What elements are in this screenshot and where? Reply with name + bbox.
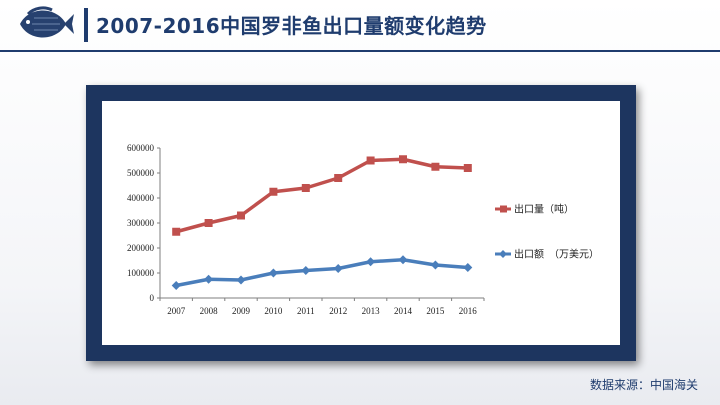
data-point xyxy=(301,184,310,192)
x-tick-label: 2014 xyxy=(394,306,413,316)
header-divider xyxy=(0,50,720,52)
tilapia-fish-logo xyxy=(20,6,74,38)
line-chart: 0 100000 200000 300000 400000 500000 600000 200… xyxy=(127,143,599,316)
y-tick-label: 100000 xyxy=(127,268,155,278)
data-point xyxy=(171,281,181,290)
data-point xyxy=(268,268,278,278)
data-point xyxy=(463,263,473,272)
x-tick-label: 2015 xyxy=(426,306,445,316)
data-point xyxy=(236,275,246,285)
y-tick-label: 400000 xyxy=(127,193,155,203)
x-tick-label: 2016 xyxy=(459,306,478,316)
y-tick-label: 200000 xyxy=(127,243,155,253)
series-line xyxy=(175,258,468,288)
data-point xyxy=(399,155,407,164)
y-tick-label: 600000 xyxy=(127,143,155,153)
data-point xyxy=(237,211,245,220)
y-tick-label: 500000 xyxy=(127,168,155,178)
data-point xyxy=(431,162,440,171)
page-title: 2007-2016中国罗非鱼出口量额变化趋势 xyxy=(96,14,487,38)
x-tick-label: 2009 xyxy=(232,306,251,316)
legend-marker xyxy=(499,250,507,258)
data-point xyxy=(366,156,375,165)
data-point xyxy=(172,227,181,236)
x-tick-label: 2011 xyxy=(297,306,315,316)
y-tick-label: 0 xyxy=(150,293,155,303)
series-line xyxy=(175,157,468,234)
title-accent-bar xyxy=(84,8,88,42)
data-point xyxy=(463,164,472,172)
data-point xyxy=(430,260,440,270)
data-source-note: 数据来源：中国海关 xyxy=(589,378,698,392)
legend-label: 出口额 （万美元） xyxy=(514,248,599,261)
legend-label: 出口量（吨） xyxy=(514,203,574,216)
x-tick-label: 2012 xyxy=(329,306,347,316)
x-tick-label: 2007 xyxy=(167,306,186,316)
legend-marker xyxy=(500,205,507,213)
y-tick-label: 300000 xyxy=(127,218,155,228)
x-tick-label: 2013 xyxy=(362,306,381,316)
data-point xyxy=(204,274,214,284)
chart-area: 0 100000 200000 300000 400000 500000 600000 200… xyxy=(102,101,620,345)
x-tick-label: 2010 xyxy=(264,306,283,316)
data-point xyxy=(334,174,343,182)
data-point xyxy=(301,266,311,275)
header: 2007-2016中国罗非鱼出口量额变化趋势 xyxy=(0,0,720,54)
x-tick-label: 2008 xyxy=(200,306,219,316)
data-point xyxy=(204,219,213,227)
data-point xyxy=(366,257,376,267)
data-point xyxy=(333,264,343,273)
data-point xyxy=(269,187,278,196)
data-point xyxy=(398,255,408,265)
